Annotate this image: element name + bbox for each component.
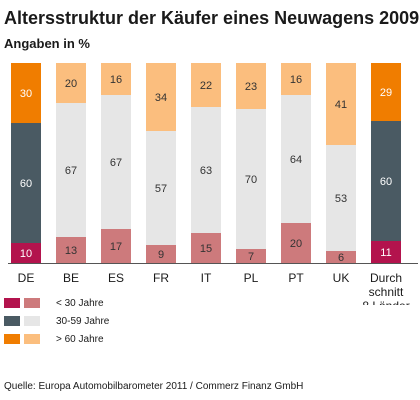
data-label: 6: [338, 252, 344, 264]
data-label: 64: [290, 154, 302, 166]
legend-item-30-59: 30-59 Jahre: [4, 315, 109, 327]
data-label: 34: [155, 92, 167, 104]
bar-segment-under-30: [11, 243, 41, 263]
data-label: 13: [65, 245, 77, 257]
chart-title: Altersstruktur der Käufer eines Neuwagen…: [4, 8, 420, 28]
legend-swatch-light: [24, 334, 40, 344]
bar-segment-under-30: [371, 241, 401, 263]
data-label: 67: [65, 165, 77, 177]
bar-segment-over-60: [146, 63, 176, 131]
bar-segment-under-30: [191, 233, 221, 263]
bar-segment-under-30: [56, 237, 86, 263]
x-tick-label: UK: [333, 271, 350, 285]
data-label: 41: [335, 99, 347, 111]
data-label: 23: [245, 81, 257, 93]
legend-label: < 30 Jahre: [56, 297, 104, 309]
data-label: 67: [110, 157, 122, 169]
data-label: 20: [290, 238, 302, 250]
x-tick-label: 8 Länder: [362, 299, 409, 305]
source-note: Quelle: Europa Automobilbarometer 2011 /…: [4, 381, 304, 392]
bar-segment-30-59: [236, 109, 266, 249]
data-label: 60: [380, 176, 392, 188]
data-label: 30: [20, 88, 32, 100]
x-tick-label: BE: [63, 271, 79, 285]
x-tick-label: FR: [153, 271, 169, 285]
bar-segment-under-30: [236, 249, 266, 263]
bar-segment-over-60: [56, 63, 86, 103]
data-label: 22: [200, 80, 212, 92]
bar-segment-30-59: [146, 131, 176, 245]
legend-swatch-light: [24, 316, 40, 326]
legend-swatch-dark: [4, 316, 20, 326]
bar-segment-30-59: [11, 123, 41, 243]
data-label: 57: [155, 183, 167, 195]
data-label: 7: [248, 251, 254, 263]
stacked-bar-chart: 106030DE136720BE176716ES95734FR156322IT7…: [8, 63, 418, 305]
x-tick-label: ES: [108, 271, 124, 285]
bar-segment-over-60: [371, 63, 401, 121]
chart-subtitle: Angaben in %: [4, 36, 90, 51]
bar-segment-30-59: [281, 95, 311, 223]
data-label: 16: [290, 74, 302, 86]
bar-segment-under-30: [146, 245, 176, 263]
bar-segment-under-30: [281, 223, 311, 263]
bar-segment-under-30: [101, 229, 131, 263]
legend-label: > 60 Jahre: [56, 333, 104, 345]
data-label: 15: [200, 243, 212, 255]
bar-segment-over-60: [236, 63, 266, 109]
bar-segment-over-60: [326, 63, 356, 145]
bar-segment-over-60: [101, 63, 131, 95]
bar-segment-30-59: [101, 95, 131, 229]
data-label: 9: [158, 249, 164, 261]
data-label: 16: [110, 74, 122, 86]
legend-item-under-30: < 30 Jahre: [4, 297, 104, 309]
bar-segment-30-59: [326, 145, 356, 251]
data-label: 17: [110, 241, 122, 253]
bar-segment-30-59: [371, 121, 401, 241]
bar-segment-30-59: [191, 107, 221, 233]
data-label: 60: [20, 178, 32, 190]
x-tick-label: PL: [244, 271, 259, 285]
legend-item-over-60: > 60 Jahre: [4, 333, 104, 345]
bar-segment-over-60: [281, 63, 311, 95]
data-label: 20: [65, 78, 77, 90]
x-tick-label: IT: [201, 271, 212, 285]
bar-segment-over-60: [11, 63, 41, 123]
data-label: 10: [20, 248, 32, 260]
data-label: 11: [380, 247, 391, 259]
data-label: 29: [380, 87, 392, 99]
bar-segment-under-30: [326, 251, 356, 263]
x-tick-label: DE: [18, 271, 35, 285]
legend-swatch-dark: [4, 298, 20, 308]
legend-swatch-light: [24, 298, 40, 308]
bar-segment-30-59: [56, 103, 86, 237]
data-label: 53: [335, 193, 347, 205]
x-tick-label: schnitt: [369, 285, 404, 299]
legend-label: 30-59 Jahre: [56, 315, 110, 327]
data-label: 63: [200, 165, 212, 177]
legend-swatch-dark: [4, 334, 20, 344]
bar-segment-over-60: [191, 63, 221, 107]
data-label: 70: [245, 174, 257, 186]
x-tick-label: PT: [288, 271, 304, 285]
x-tick-label: Durch: [370, 271, 402, 285]
